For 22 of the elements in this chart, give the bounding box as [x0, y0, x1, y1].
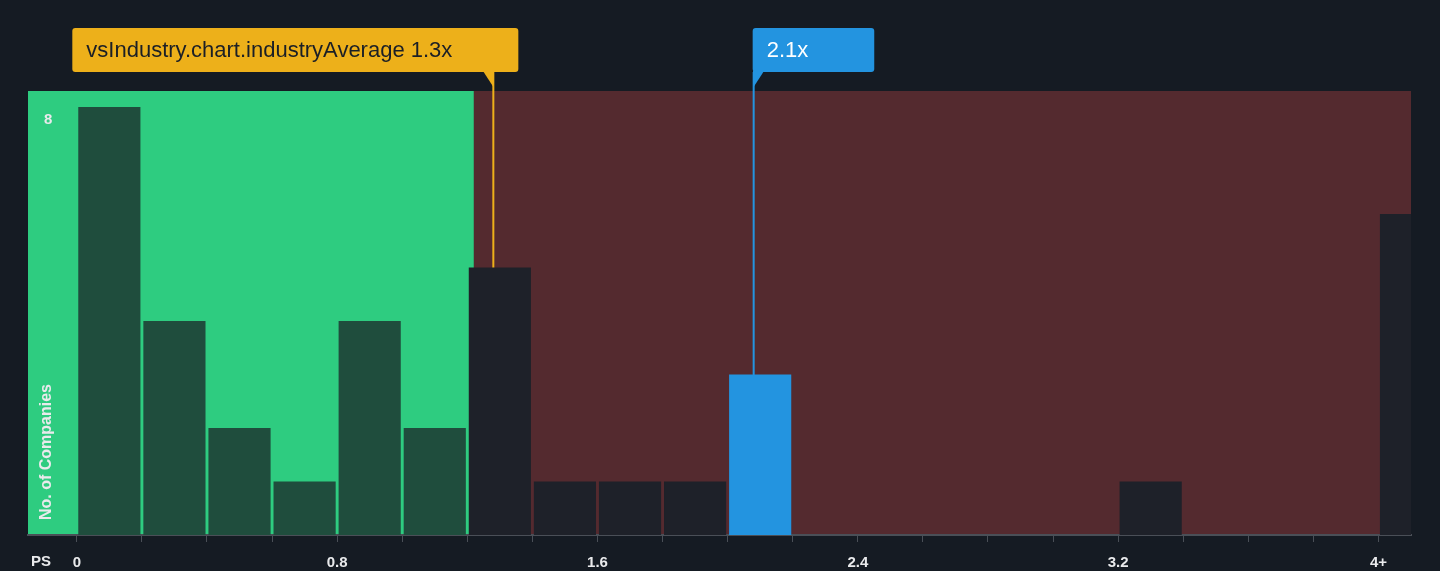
x-tick-label: 0 [72, 553, 81, 571]
ref-line-label: 2.1x [766, 37, 809, 63]
x-tick-label: 3.2 [1107, 553, 1129, 571]
bar [664, 481, 727, 535]
x-tick-label: 2.4 [847, 553, 869, 571]
bar [598, 481, 662, 535]
x-tick-label: 0.8 [326, 553, 348, 571]
x-axis-title: PS [31, 552, 52, 570]
bar [1119, 481, 1182, 535]
bar [143, 321, 206, 535]
bar [468, 267, 531, 535]
annotation: 8 [44, 110, 53, 128]
bar [78, 107, 141, 535]
x-tick-label: 4+ [1369, 553, 1388, 571]
bar [338, 321, 401, 535]
x-tick-label: 1.6 [587, 553, 608, 571]
y-axis-title: No. of Companies [37, 383, 55, 520]
bar [273, 481, 336, 535]
bar [533, 481, 597, 535]
bar [208, 428, 271, 535]
bar [403, 428, 466, 535]
ref-line-label: vsIndustry.chart.industryAverage 1.3x [86, 37, 453, 63]
